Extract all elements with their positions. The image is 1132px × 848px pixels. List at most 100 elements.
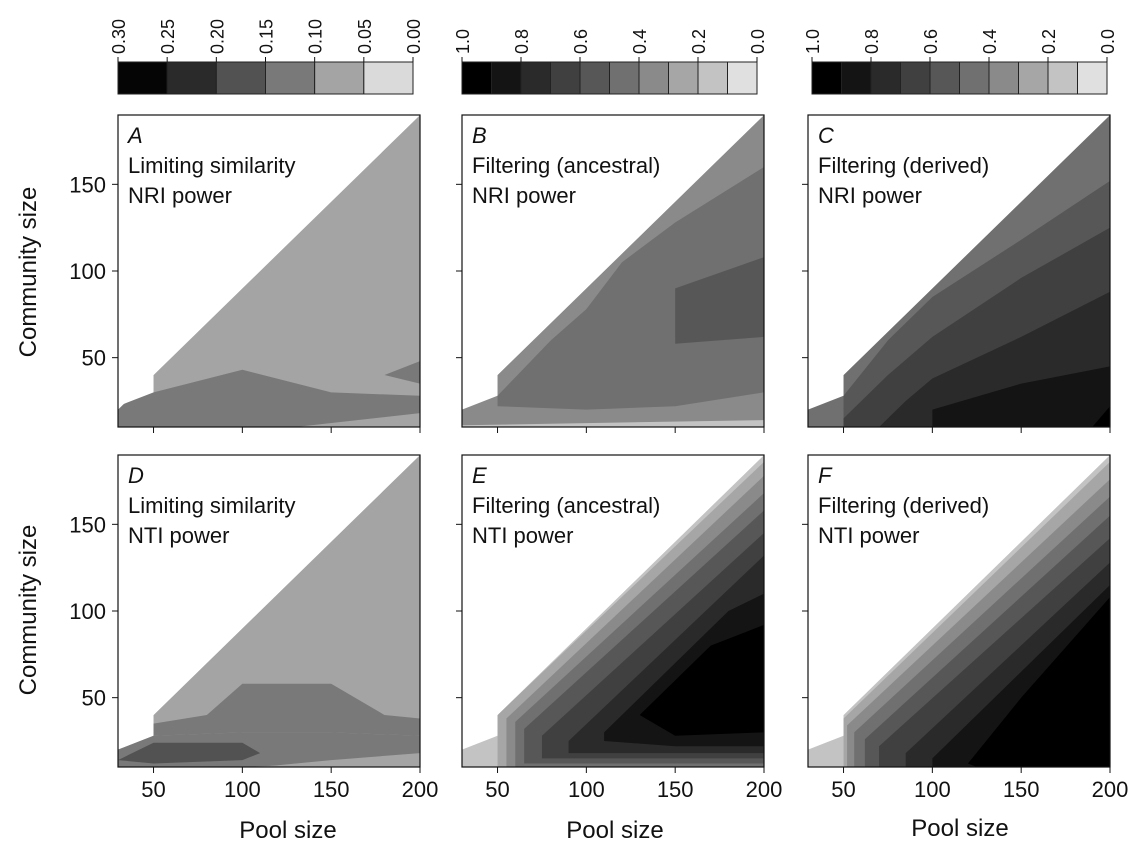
power-surface [118, 115, 420, 427]
colorbar-tick-label: 1.0 [453, 29, 473, 54]
colorbar-tick-label: 0.15 [257, 19, 277, 54]
panel-e: E Filtering (ancestral) NTI power 50 100 150 2… [456, 454, 783, 802]
panel-caption-line: NRI power [128, 183, 232, 208]
axis-labels: Community size Community size Pool size … [15, 187, 1009, 844]
power-region [462, 420, 764, 427]
panel-caption-line: Filtering (ancestral) [472, 493, 660, 518]
panel-caption-line: NTI power [818, 523, 919, 548]
colorbar-swatch [1047, 61, 1078, 95]
colorbar-0: 0.30 0.25 0.20 0.15 0.10 0.05 0.00 [109, 19, 424, 95]
plot-area [462, 455, 764, 767]
panel-caption-line: Limiting similarity [128, 153, 295, 178]
panel-letter: C [818, 123, 834, 148]
colorbar-swatch [550, 61, 581, 95]
colorbar-swatch [166, 61, 217, 95]
colorbar-tick-label: 1.0 [803, 29, 823, 54]
colorbar-tick-label: 0.05 [355, 19, 375, 54]
excluded-region [118, 115, 420, 410]
y-tick-label: 150 [69, 512, 106, 537]
excluded-region [118, 455, 420, 750]
panel-caption-line: Filtering (derived) [818, 153, 989, 178]
power-region [384, 361, 420, 384]
power-region [118, 742, 261, 764]
colorbar-swatch [638, 61, 669, 95]
colorbar-tick-label: 0.0 [1098, 29, 1118, 54]
y-tick-label: 100 [69, 599, 106, 624]
colorbar-tick-label: 0.25 [158, 19, 178, 54]
y-tick-label: 50 [82, 346, 106, 371]
panel-c: C Filtering (derived) NRI power [802, 114, 1111, 433]
colorbar-swatch [697, 61, 728, 95]
colorbar-2: 1.0 0.8 0.6 0.4 0.2 0.0 [803, 29, 1118, 95]
x-tick-label: 200 [402, 777, 439, 802]
power-region [967, 597, 1110, 767]
colorbar-swatch [1077, 61, 1108, 95]
excluded-region [808, 115, 1110, 410]
x-tick-label: 50 [485, 777, 509, 802]
colorbar-swatch [841, 61, 872, 95]
plot-area [118, 455, 420, 767]
x-axis-label-e: Pool size [566, 817, 663, 844]
panel-letter: E [472, 463, 487, 488]
x-tick-label: 200 [1092, 777, 1129, 802]
colorbar-tick-label: 0.4 [980, 29, 1000, 54]
y-tick-label: 50 [82, 686, 106, 711]
colorbar-swatch [579, 61, 610, 95]
panel-a: A Limiting similarity NRI power 150 100 50 [69, 114, 421, 433]
colorbar-tick-label: 0.6 [921, 29, 941, 54]
colorbar-swatch [988, 61, 1019, 95]
y-tick-label: 150 [69, 172, 106, 197]
plot-area [462, 115, 764, 427]
x-tick-label: 100 [224, 777, 261, 802]
excluded-region [462, 455, 764, 750]
x-tick-label: 150 [657, 777, 694, 802]
power-region [260, 753, 420, 767]
x-tick-label: 50 [141, 777, 165, 802]
power-region [118, 369, 420, 427]
colorbar-swatch [727, 61, 758, 95]
power-region [497, 167, 764, 410]
power-region [639, 624, 764, 736]
colorbar-swatch [314, 61, 365, 95]
panel-letter: B [472, 123, 487, 148]
colorbar-swatch [265, 61, 316, 95]
colorbar-tick-label: 0.2 [1039, 29, 1059, 54]
power-region [932, 366, 1110, 427]
colorbar-swatch [870, 61, 901, 95]
y-axis-label-top: Community size [15, 187, 42, 358]
colorbar-swatch [215, 61, 266, 95]
excluded-region [462, 115, 764, 410]
x-tick-label: 150 [313, 777, 350, 802]
panels: A Limiting similarity NRI power 150 100 50 B Fi… [69, 114, 1129, 802]
power-region [153, 683, 420, 736]
panel-letter: F [818, 463, 833, 488]
colorbar-swatch [363, 61, 414, 95]
colorbar-swatch [609, 61, 640, 95]
colorbar-swatch [668, 61, 699, 95]
power-surface [118, 455, 420, 767]
colorbar-tick-label: 0.6 [571, 29, 591, 54]
x-axis-label-f: Pool size [911, 815, 1008, 842]
colorbar-swatch [929, 61, 960, 95]
colorbar-tick-label: 0.4 [630, 29, 650, 54]
panel-b: B Filtering (ancestral) NRI power [456, 114, 765, 433]
y-tick-label: 100 [69, 259, 106, 284]
colorbar-tick-label: 0.8 [512, 29, 532, 54]
x-tick-label: 150 [1003, 777, 1040, 802]
x-tick-label: 200 [746, 777, 783, 802]
x-tick-label: 100 [914, 777, 951, 802]
colorbar-swatch [520, 61, 551, 95]
x-tick-label: 50 [831, 777, 855, 802]
plot-area [808, 115, 1110, 427]
power-region [295, 413, 420, 427]
colorbar-1: 1.0 0.8 0.6 0.4 0.2 0.0 [453, 29, 768, 95]
x-tick-label: 100 [568, 777, 605, 802]
panel-caption-line: NRI power [472, 183, 576, 208]
plot-area [808, 455, 1110, 767]
colorbar-swatch [959, 61, 990, 95]
colorbar-swatch [117, 61, 168, 95]
power-region [1092, 406, 1110, 427]
colorbar-swatch [811, 61, 842, 95]
plot-area [118, 115, 420, 427]
